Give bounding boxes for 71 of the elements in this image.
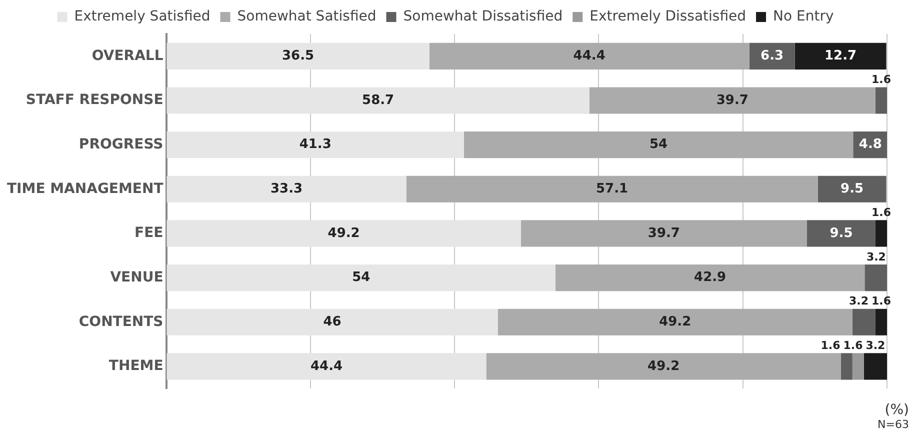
y-tick-label: VENUE xyxy=(110,269,164,286)
data-label: 1.6 xyxy=(820,339,841,352)
bar xyxy=(555,264,865,292)
bar xyxy=(464,132,854,158)
data-label: 1.6 xyxy=(871,294,892,308)
y-tick-label: THEME xyxy=(108,358,164,374)
data-label: 54 xyxy=(649,137,668,152)
data-label: 42.9 xyxy=(694,270,726,286)
bar xyxy=(794,42,886,70)
bar xyxy=(807,220,876,247)
bar xyxy=(406,176,818,202)
legend-label: Extremely Dissatisfied xyxy=(590,8,746,25)
bar xyxy=(166,353,486,380)
bar xyxy=(864,264,887,292)
bar xyxy=(520,220,807,247)
data-label: 49.2 xyxy=(659,314,692,330)
data-label: 3.2 xyxy=(849,294,868,308)
bar xyxy=(852,353,864,380)
bar xyxy=(166,176,406,202)
y-tick-label: OVERALL xyxy=(92,48,164,64)
text: N=63 xyxy=(878,418,909,431)
y-tick-label: PROGRESS xyxy=(78,136,164,152)
bar xyxy=(166,308,498,336)
bar xyxy=(498,308,852,336)
bar xyxy=(840,353,852,380)
data-label: 9.5 xyxy=(840,182,864,197)
bar xyxy=(589,87,876,114)
bar xyxy=(429,42,750,70)
data-label: 1.6 xyxy=(843,339,864,352)
bar xyxy=(875,87,887,114)
data-label: 33.3 xyxy=(270,182,303,197)
data-label: 9.5 xyxy=(830,226,853,241)
data-label: 58.7 xyxy=(362,92,394,108)
bar xyxy=(818,176,886,202)
data-label: 49.2 xyxy=(328,226,360,241)
legend-label: Extremely Satisfied xyxy=(74,8,210,25)
bar xyxy=(166,264,556,292)
text: (%) xyxy=(884,402,909,418)
data-label: 44.4 xyxy=(573,48,606,64)
data-label: 54 xyxy=(352,270,370,286)
legend-label: Somewhat Satisfied xyxy=(237,8,376,25)
data-label: 36.5 xyxy=(282,48,314,64)
data-label: 1.6 xyxy=(871,73,892,86)
bar xyxy=(166,87,590,114)
data-label: 3.2 xyxy=(866,339,886,352)
data-label: 3.2 xyxy=(866,250,886,264)
data-label: 49.2 xyxy=(648,358,680,374)
data-label: 46 xyxy=(323,314,342,330)
bar xyxy=(852,308,876,336)
data-label: 4.8 xyxy=(858,137,882,152)
bar xyxy=(875,308,887,336)
y-tick-label: TIME MANAGEMENT xyxy=(6,180,164,197)
bar xyxy=(864,353,887,380)
bar xyxy=(166,132,464,158)
data-label: 6.3 xyxy=(760,48,784,64)
bar xyxy=(166,42,430,70)
data-label: 12.7 xyxy=(824,48,857,64)
bar xyxy=(875,220,887,247)
data-label: 44.4 xyxy=(310,358,343,374)
bar xyxy=(166,220,521,247)
y-tick-label: FEE xyxy=(134,225,164,242)
legend-label: Somewhat Dissatisfied xyxy=(403,8,563,25)
data-label: 39.7 xyxy=(648,226,680,241)
data-label: 1.6 xyxy=(871,206,892,220)
data-label: 39.7 xyxy=(716,92,748,108)
legend-label: No Entry xyxy=(773,8,834,25)
data-label: 57.1 xyxy=(596,182,628,197)
data-label: 41.3 xyxy=(299,137,332,152)
y-tick-label: CONTENTS xyxy=(78,314,164,330)
y-tick-label: STAFF RESPONSE xyxy=(26,92,164,108)
bar xyxy=(486,353,841,380)
